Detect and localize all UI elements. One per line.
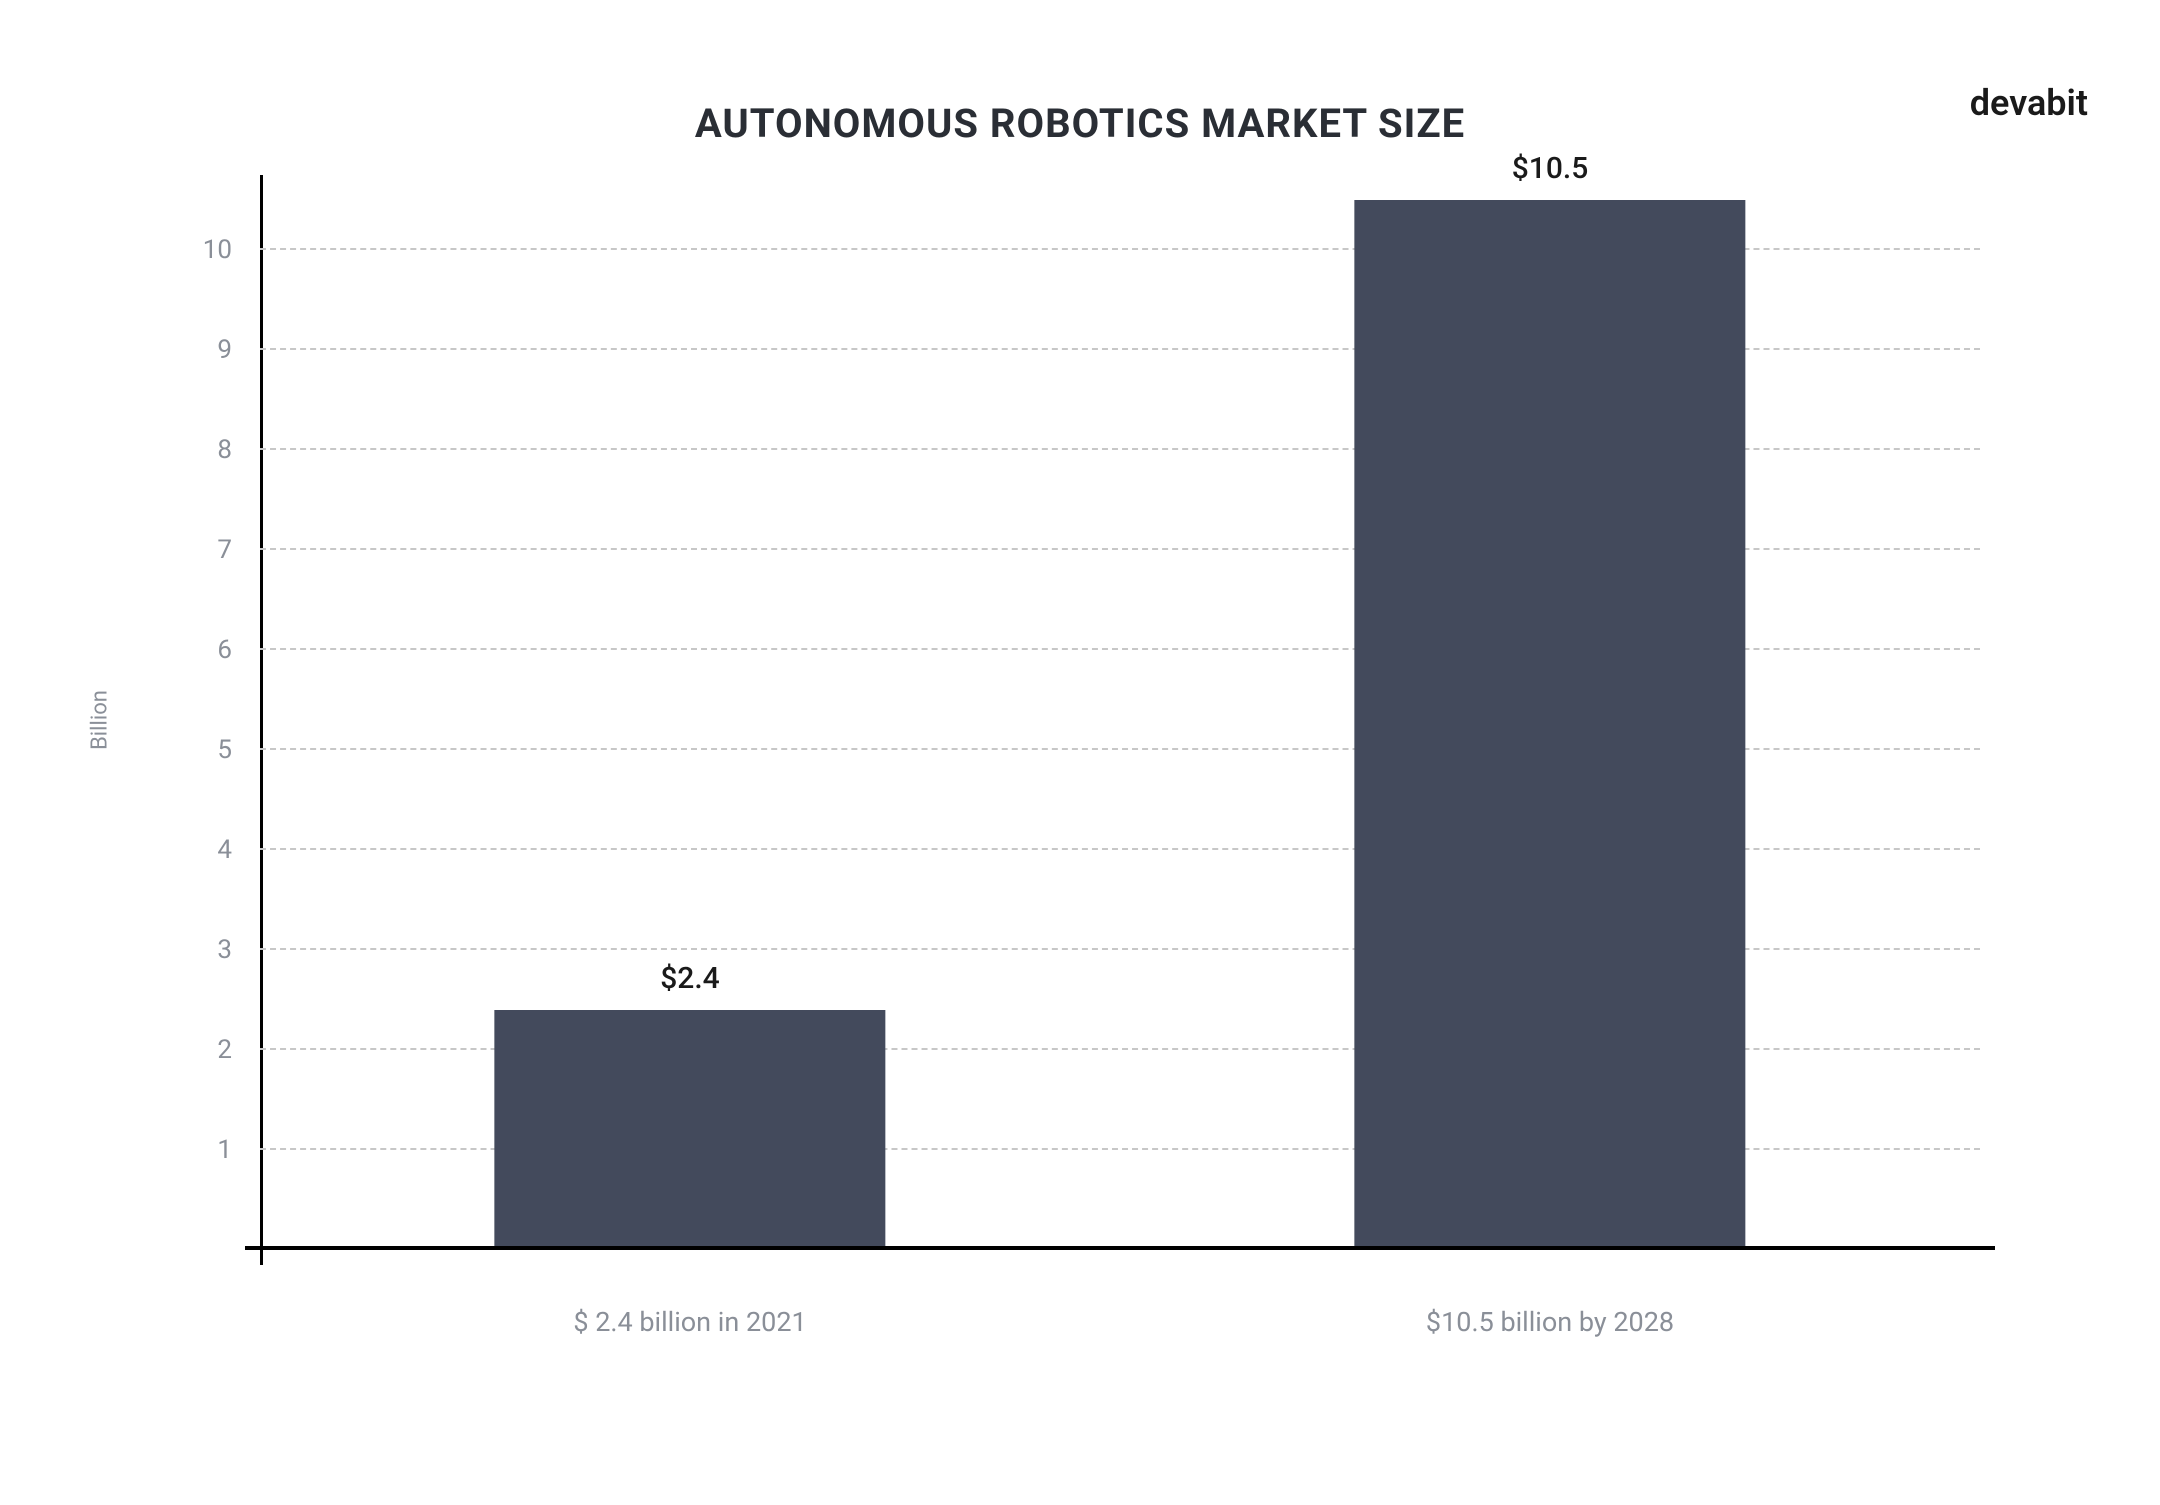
bar-group-1: $10.5 $10.5 billion by 2028 bbox=[1120, 190, 1980, 1250]
y-tick-label: 4 bbox=[217, 835, 232, 865]
y-axis-label: Billion bbox=[88, 690, 113, 750]
y-tick-label: 2 bbox=[217, 1035, 232, 1065]
x-tick-0: $ 2.4 billion in 2021 bbox=[573, 1306, 806, 1338]
y-tick-label: 7 bbox=[217, 535, 232, 565]
bar-0: $2.4 bbox=[494, 1010, 885, 1250]
bar-1: $10.5 bbox=[1354, 200, 1745, 1250]
chart-title: AUTONOMOUS ROBOTICS MARKET SIZE bbox=[0, 100, 2160, 147]
y-tick-label: 9 bbox=[217, 335, 232, 365]
bar-0-value-label: $2.4 bbox=[660, 961, 720, 996]
y-tick-label: 3 bbox=[217, 935, 232, 965]
y-tick-label: 10 bbox=[203, 235, 232, 265]
plot-area: Billion 12345678910 $2.4 $ 2.4 billion i… bbox=[260, 190, 1980, 1250]
y-tick-label: 8 bbox=[217, 435, 232, 465]
plot: 12345678910 $2.4 $ 2.4 billion in 2021 $… bbox=[260, 190, 1980, 1250]
bar-1-value-label: $10.5 bbox=[1512, 151, 1589, 186]
x-axis-line bbox=[245, 1246, 1995, 1250]
chart-container: AUTONOMOUS ROBOTICS MARKET SIZE devabit … bbox=[0, 0, 2160, 1505]
y-tick-label: 1 bbox=[217, 1135, 232, 1165]
bars-layer: $2.4 $ 2.4 billion in 2021 $10.5 $10.5 b… bbox=[260, 190, 1980, 1250]
brand-label: devabit bbox=[1970, 82, 2088, 124]
x-tick-1: $10.5 billion by 2028 bbox=[1426, 1306, 1674, 1338]
y-tick-label: 6 bbox=[217, 635, 232, 665]
y-tick-label: 5 bbox=[217, 735, 232, 765]
bar-group-0: $2.4 $ 2.4 billion in 2021 bbox=[260, 190, 1120, 1250]
